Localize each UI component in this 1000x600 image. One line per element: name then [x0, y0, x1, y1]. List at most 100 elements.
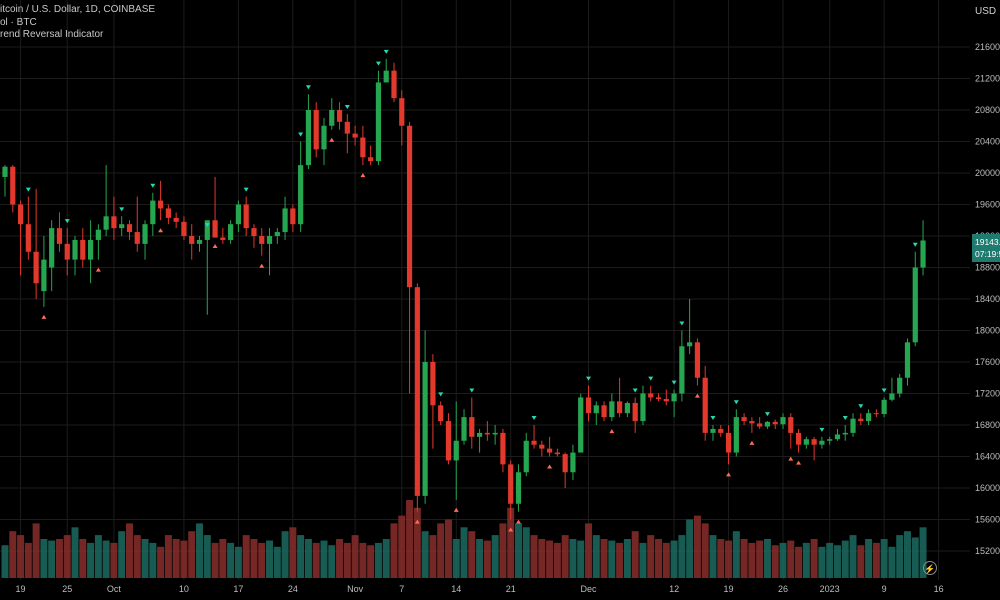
volume-bar — [888, 546, 896, 578]
candle-body — [2, 166, 8, 177]
candle-body — [476, 432, 483, 437]
candle-body — [329, 110, 335, 126]
candle-body — [811, 439, 817, 445]
volume-bar — [250, 539, 258, 578]
volume-bar — [71, 527, 79, 578]
volume-bar — [9, 531, 17, 578]
candle-body — [702, 377, 708, 433]
reversal-up-marker — [95, 267, 101, 272]
candle-body — [49, 228, 55, 268]
price-tick-label: 16000.00 — [975, 483, 1000, 493]
price-tick-label: 16400.00 — [975, 452, 1000, 462]
volume-bar — [413, 507, 421, 578]
reversal-down-marker — [204, 223, 210, 228]
candle-body — [259, 236, 265, 244]
volume-bar — [763, 539, 771, 578]
candle-body — [406, 125, 413, 288]
date-tick-label: 7 — [399, 584, 404, 594]
candle-body — [95, 229, 101, 240]
volume-bar — [32, 523, 40, 578]
last-price-badge: 19143.4 07:19:54 — [972, 234, 1000, 262]
date-tick-label: 14 — [451, 584, 461, 594]
candle-body — [414, 287, 420, 496]
volume-bar — [24, 542, 32, 578]
candle-body — [718, 428, 724, 433]
reversal-up-marker — [41, 314, 47, 319]
candle-body — [243, 204, 249, 229]
reversal-up-marker — [212, 244, 218, 248]
reversal-up-marker — [609, 429, 615, 434]
candle-body — [298, 165, 304, 225]
candle-body — [585, 397, 592, 414]
reversal-up-marker — [453, 507, 459, 512]
volume-bar — [17, 535, 25, 578]
volume-bar — [1, 545, 9, 578]
volume-bar — [351, 535, 359, 578]
volume-bar — [219, 539, 227, 578]
currency-label[interactable]: USD — [975, 6, 997, 17]
volume-bar — [833, 545, 841, 578]
volume-bar — [530, 535, 538, 578]
settings-icon[interactable]: ⚡ — [923, 561, 937, 575]
volume-bar — [756, 540, 764, 578]
volume-bar — [141, 539, 149, 578]
candle-body — [336, 110, 343, 122]
volume-bar — [87, 542, 95, 578]
price-tick-label: 20400.00 — [975, 137, 1000, 147]
volume-bar — [678, 535, 686, 578]
volume-bar — [273, 546, 281, 578]
volume-bar — [367, 545, 375, 578]
candle-body — [655, 397, 662, 400]
candle-body — [539, 444, 545, 449]
volume-bar — [771, 545, 779, 578]
date-tick-label: 19 — [724, 584, 734, 594]
candle-body — [173, 217, 179, 222]
reversal-up-marker — [547, 464, 553, 469]
price-tick-label: 18000.00 — [975, 326, 1000, 336]
volume-bar — [180, 540, 188, 578]
volume-bar — [125, 523, 133, 578]
volume-bar — [787, 540, 795, 578]
candle-body — [850, 418, 856, 433]
time-axis[interactable]: 19 25 Oct 10 17 24 Nov 7 14 21 Dec 12 19 26 2023 9 16 — [16, 584, 944, 594]
volume-bar — [639, 542, 647, 578]
candle-body — [492, 432, 498, 435]
volume-bar — [374, 542, 382, 578]
volume-bar — [460, 527, 468, 578]
reversal-up-marker — [508, 527, 514, 532]
candle-body — [819, 440, 825, 445]
candle-body — [515, 472, 522, 504]
reversal-down-marker — [858, 404, 864, 409]
volume-bar — [919, 527, 927, 578]
candle-body — [204, 220, 210, 240]
reversal-down-marker — [298, 132, 304, 137]
volume-indicator-title[interactable]: ol · BTC — [0, 16, 37, 28]
volume-bar — [522, 527, 530, 578]
symbol-title[interactable]: itcoin / U.S. Dollar, 1D, COINBASE — [0, 4, 156, 15]
price-axis[interactable]: 21600.00 21200.00 20800.00 20400.00 20000.00… — [975, 42, 1000, 556]
candle-body — [305, 110, 312, 166]
date-tick-label: Nov — [347, 584, 364, 594]
volume-bar — [258, 542, 266, 578]
reversal-down-marker — [25, 187, 31, 192]
volume-bar — [281, 531, 289, 578]
candle-body — [33, 251, 39, 284]
reversal-markers — [25, 49, 918, 532]
reversal-down-marker — [438, 392, 444, 397]
candle-body — [733, 417, 739, 453]
trend-reversal-indicator-title[interactable]: rend Reversal Indicator — [0, 29, 104, 40]
volume-bar — [857, 545, 865, 578]
volume-bar — [818, 546, 826, 578]
reversal-down-marker — [586, 376, 591, 381]
price-tick-label: 20000.00 — [975, 168, 1000, 178]
reversal-down-marker — [679, 321, 685, 326]
candle-body — [617, 401, 623, 414]
candle-body — [757, 423, 763, 427]
volume-bar — [444, 519, 452, 578]
price-tick-label: 19600.00 — [975, 200, 1000, 210]
candle-body — [391, 70, 397, 99]
reversal-down-marker — [531, 416, 537, 420]
volume-bar — [577, 540, 585, 578]
